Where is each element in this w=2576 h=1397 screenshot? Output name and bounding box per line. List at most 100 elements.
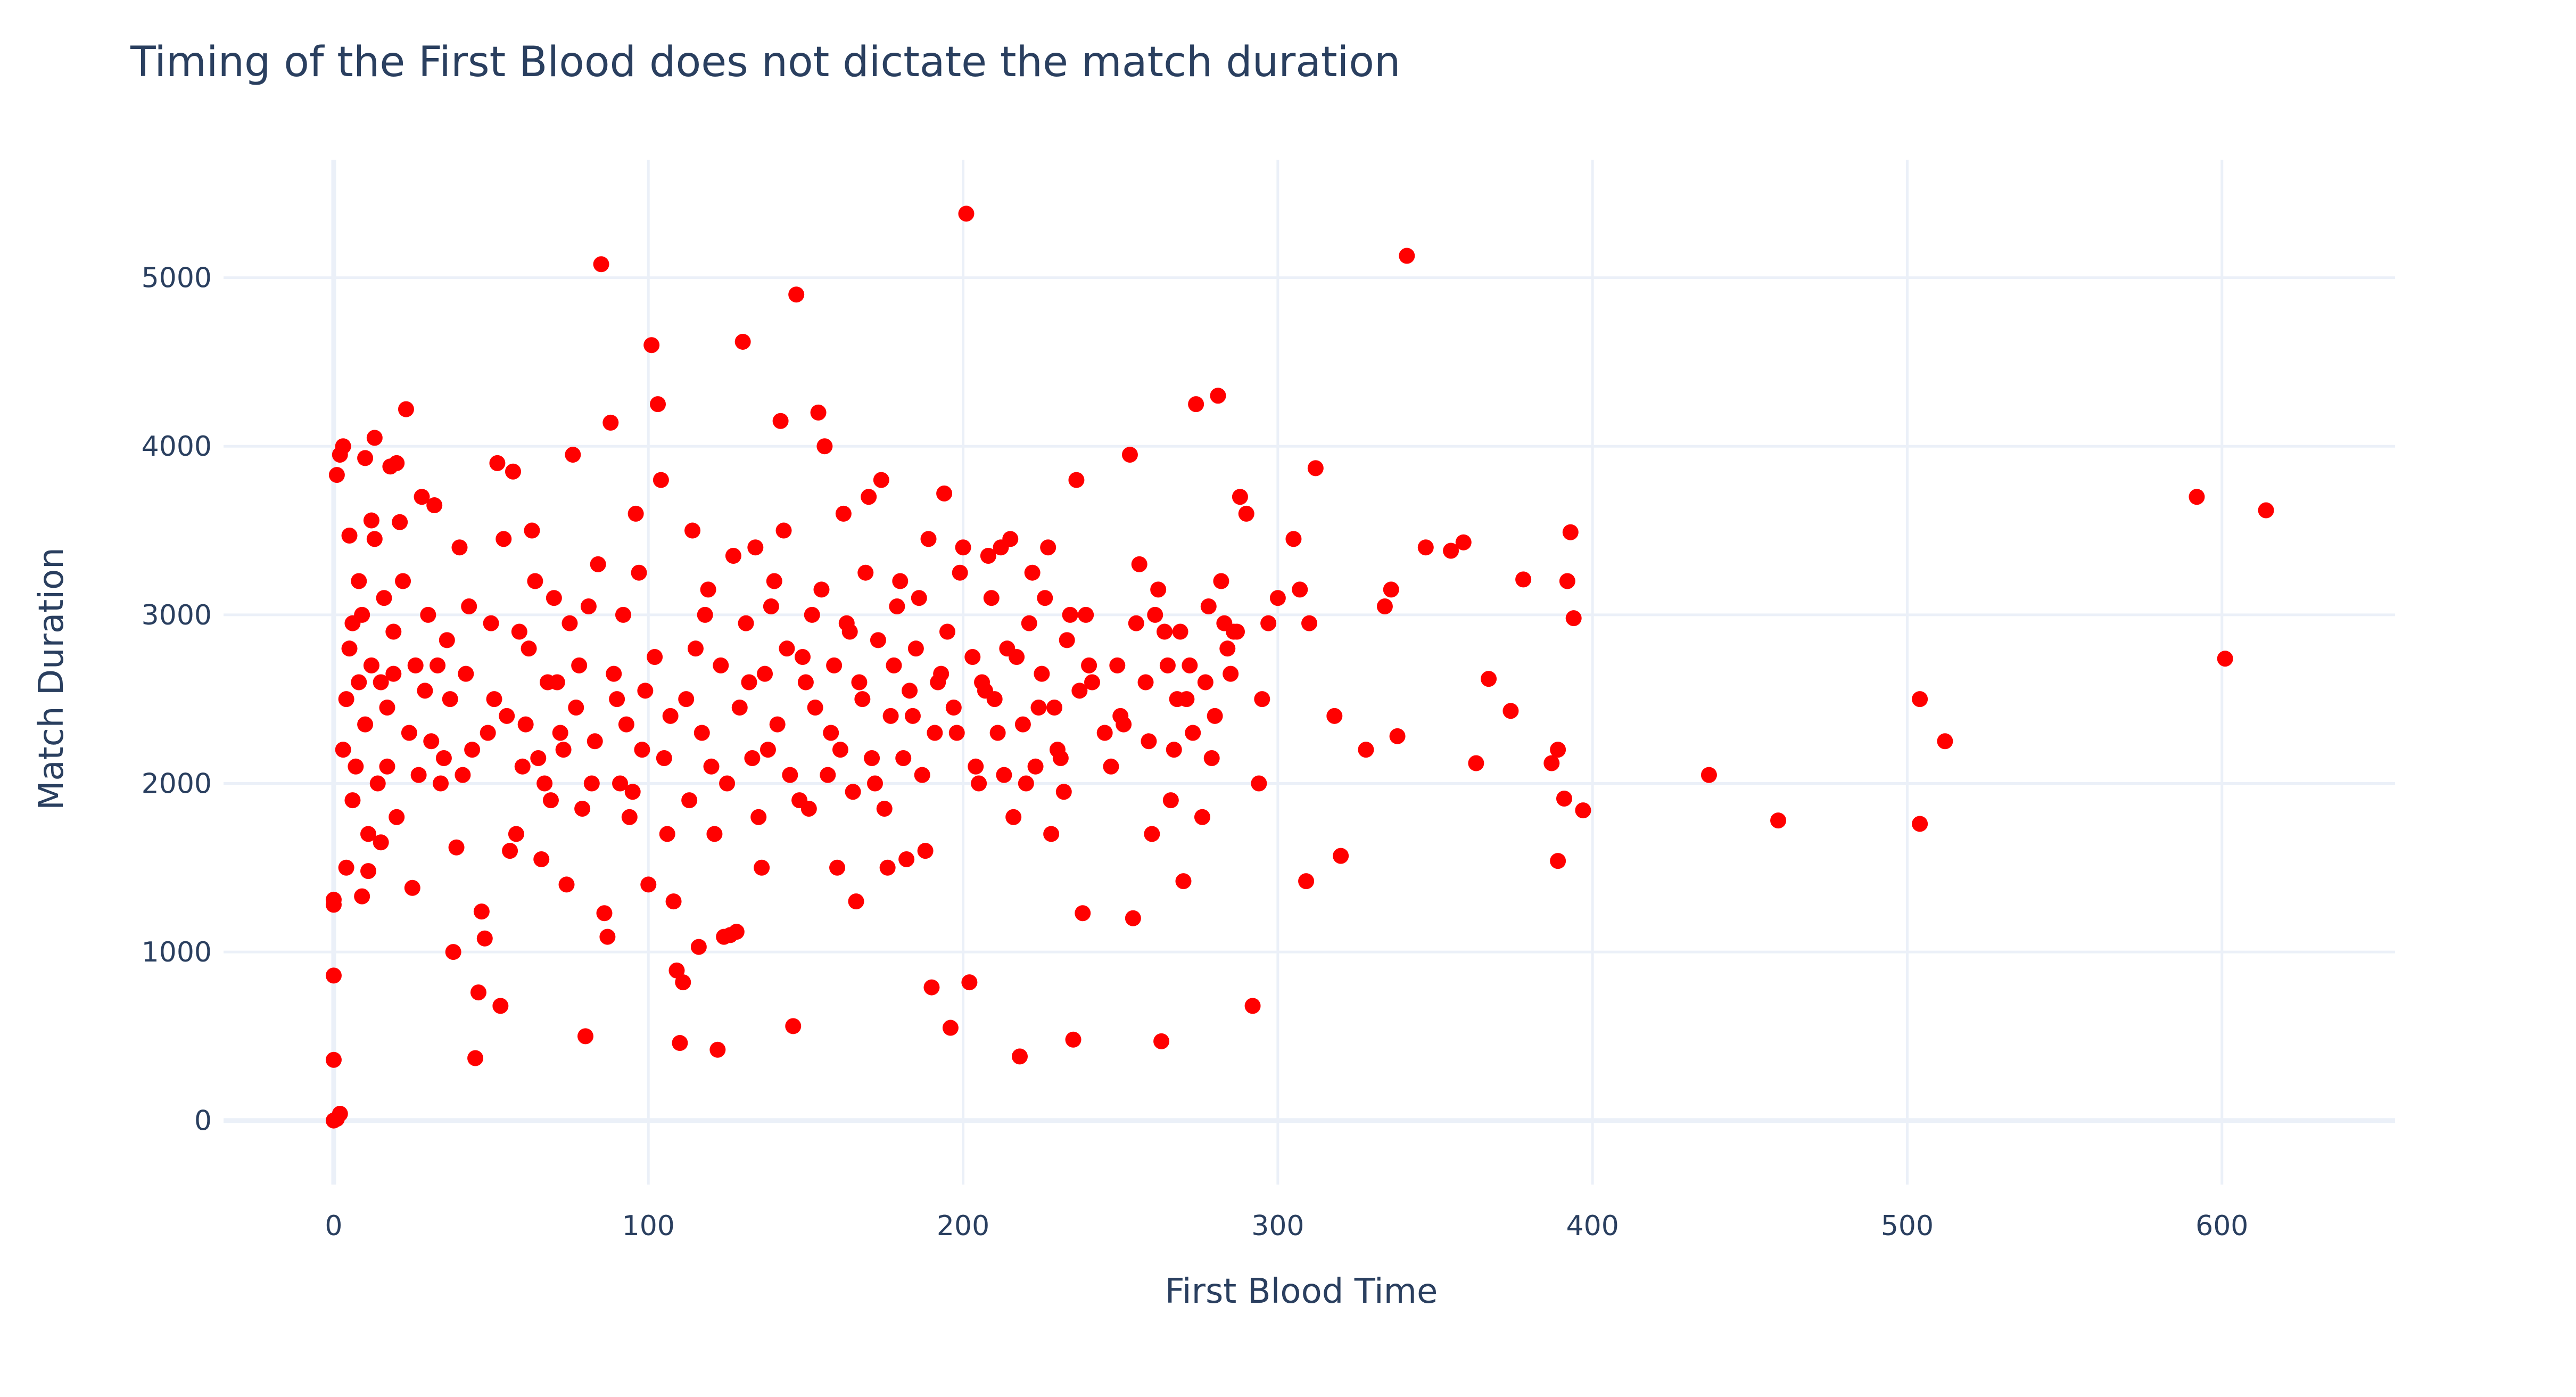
scatter-point[interactable] [1116,716,1132,733]
scatter-point[interactable] [511,623,527,640]
scatter-point[interactable] [1417,539,1434,556]
scatter-point[interactable] [763,598,779,615]
scatter-point[interactable] [945,699,962,716]
scatter-point[interactable] [653,472,669,488]
scatter-point[interactable] [395,573,411,589]
scatter-point[interactable] [684,522,701,539]
scatter-point[interactable] [1565,610,1582,627]
scatter-point[interactable] [961,974,978,991]
scatter-point[interactable] [455,767,471,783]
scatter-point[interactable] [1024,564,1041,581]
scatter-point[interactable] [955,539,971,556]
scatter-point[interactable] [1009,649,1025,665]
scatter-point[interactable] [1770,812,1787,829]
scatter-point[interactable] [861,489,877,505]
scatter-point[interactable] [325,1051,342,1068]
scatter-point[interactable] [401,725,417,741]
scatter-point[interactable] [435,750,452,766]
scatter-point[interactable] [609,691,625,708]
scatter-point[interactable] [927,725,943,741]
scatter-point[interactable] [1213,573,1229,589]
scatter-point[interactable] [1175,873,1192,890]
scatter-point[interactable] [637,683,654,699]
scatter-point[interactable] [602,414,619,431]
scatter-point[interactable] [417,683,433,699]
scatter-point[interactable] [1223,665,1239,682]
scatter-point[interactable] [325,891,342,908]
scatter-point[interactable] [643,337,660,354]
scatter-point[interactable] [615,606,631,623]
scatter-point[interactable] [1055,784,1072,800]
scatter-point[interactable] [810,404,827,421]
scatter-point[interactable] [1147,606,1163,623]
scatter-point[interactable] [854,691,871,708]
scatter-point[interactable] [879,859,896,876]
scatter-point[interactable] [398,401,414,417]
scatter-point[interactable] [775,522,792,539]
scatter-point[interactable] [517,716,534,733]
scatter-point[interactable] [1550,742,1566,758]
scatter-point[interactable] [338,691,354,708]
scatter-point[interactable] [348,758,364,775]
scatter-point[interactable] [1062,606,1078,623]
scatter-point[interactable] [1207,708,1223,724]
scatter-point[interactable] [555,742,572,758]
scatter-point[interactable] [693,725,710,741]
scatter-point[interactable] [1153,1033,1170,1049]
scatter-point[interactable] [823,725,839,741]
scatter-point[interactable] [697,606,713,623]
scatter-point[interactable] [747,539,764,556]
scatter-point[interactable] [332,1106,348,1122]
scatter-point[interactable] [1912,691,1928,708]
scatter-point[interactable] [898,851,915,867]
scatter-point[interactable] [782,767,798,783]
scatter-point[interactable] [678,691,695,708]
scatter-point[interactable] [389,455,405,471]
scatter-point[interactable] [1333,848,1349,864]
scatter-point[interactable] [772,413,789,429]
scatter-point[interactable] [659,826,675,842]
scatter-point[interactable] [1052,750,1069,766]
scatter-point[interactable] [754,859,770,876]
scatter-point[interactable] [1166,742,1182,758]
scatter-point[interactable] [958,206,975,222]
scatter-point[interactable] [656,750,672,766]
scatter-point[interactable] [1059,632,1075,648]
scatter-point[interactable] [527,573,543,589]
scatter-point[interactable] [832,742,848,758]
scatter-point[interactable] [587,733,603,750]
scatter-point[interactable] [1515,571,1532,588]
scatter-point[interactable] [907,640,924,657]
scatter-point[interactable] [439,632,455,648]
scatter-point[interactable] [933,665,950,682]
scatter-point[interactable] [1046,699,1063,716]
scatter-point[interactable] [366,531,383,547]
scatter-point[interactable] [989,725,1006,741]
scatter-point[interactable] [634,742,650,758]
scatter-point[interactable] [464,742,481,758]
scatter-point[interactable] [631,564,647,581]
scatter-point[interactable] [344,792,361,809]
scatter-point[interactable] [1269,590,1286,606]
scatter-point[interactable] [392,514,408,530]
scatter-point[interactable] [1550,853,1566,869]
scatter-point[interactable] [1700,767,1717,783]
scatter-point[interactable] [1383,581,1399,598]
scatter-point[interactable] [1075,905,1091,922]
scatter-point[interactable] [1912,816,1928,832]
scatter-point[interactable] [583,775,600,792]
scatter-point[interactable] [558,876,575,893]
scatter-point[interactable] [1232,489,1248,505]
scatter-point[interactable] [492,998,509,1014]
scatter-point[interactable] [1575,802,1591,819]
scatter-point[interactable] [650,396,666,413]
scatter-point[interactable] [546,590,562,606]
scatter-point[interactable] [665,893,682,910]
scatter-point[interactable] [647,649,663,665]
scatter-point[interactable] [376,590,392,606]
scatter-point[interactable] [612,775,629,792]
scatter-point[interactable] [804,606,820,623]
scatter-point[interactable] [360,826,376,842]
scatter-point[interactable] [1376,598,1393,615]
scatter-point[interactable] [687,640,704,657]
